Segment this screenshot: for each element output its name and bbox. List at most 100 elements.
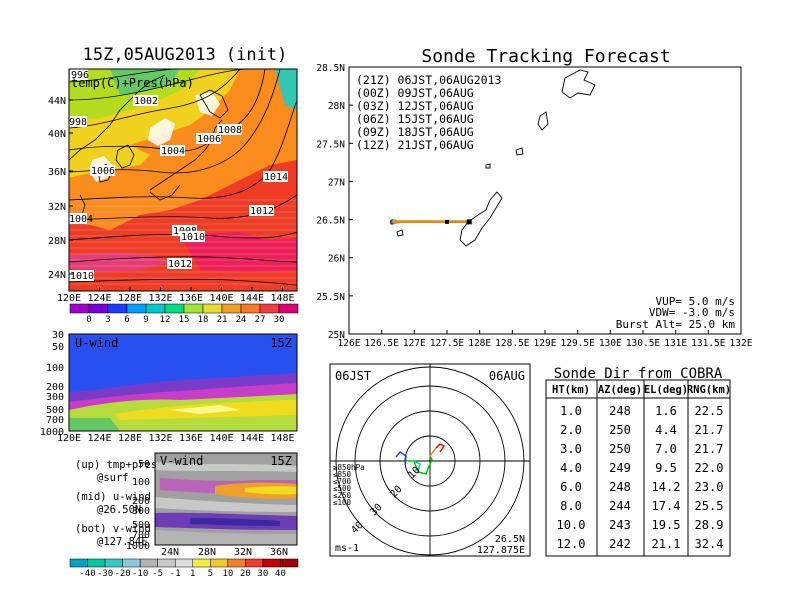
colorbar-swatch [107, 303, 128, 314]
isobar-label: 1008 [218, 125, 242, 136]
track-x-tick-label: 127.5E [430, 338, 465, 349]
track-x-tick-label: 126.5E [365, 338, 400, 349]
colorbar-swatch [259, 303, 280, 314]
lon-tick-label: 128E [118, 433, 142, 444]
pressure-tick-label: 100 [46, 363, 64, 374]
hodograph [395, 443, 446, 475]
lon-tick-label: 120E [57, 293, 81, 304]
table-cell: 9.5 [655, 461, 677, 475]
lon-tick-label: 136E [179, 433, 203, 444]
colorbar-swatch [245, 558, 264, 568]
colorbar-label: -40 [79, 569, 95, 579]
colorbar-label: -30 [97, 569, 113, 579]
track-param: VUP= 5.0 m/s [656, 295, 735, 308]
colorbar-label: -10 [132, 569, 148, 579]
table-cell: 23.0 [695, 480, 724, 494]
launch-site-marker [466, 219, 472, 225]
track-x-tick-label: 127E [403, 338, 426, 349]
colorbar-label: 21 [217, 315, 228, 325]
sonde-table: HT(km) AZ(deg) EL(deg)RNG(km) 1.0 248 1.6 22.… [545, 379, 731, 557]
track-x-tick-label: 132E [730, 338, 753, 349]
colorbar-swatch [88, 303, 109, 314]
table-cell: 21.1 [652, 537, 681, 551]
table-cell: 248 [609, 480, 631, 494]
isobar-label: 996 [71, 70, 89, 81]
colorbar-label: 24 [236, 315, 247, 325]
colorbar-label: 40 [275, 569, 286, 579]
track-legend-item: (06Z) 15JST,06AUG [356, 112, 474, 126]
uwind-panel: U-wind 15Z [68, 333, 298, 432]
table-cell: 8.0 [560, 499, 582, 513]
table-cell: 3.0 [560, 442, 582, 456]
table-cell: 2.0 [560, 423, 582, 437]
uwind-lon-ticks: 120E 124E 128E 132E 136E 140E 144E 148E [57, 433, 295, 444]
track-legend-item: (03Z) 12JST,06AUG [356, 99, 474, 113]
track-legend-item: (00Z) 09JST,06AUG [356, 86, 474, 100]
table-cell: 248 [609, 404, 631, 418]
track-x-tick-label: 128E [468, 338, 491, 349]
colorbar-label: 30 [258, 569, 269, 579]
track-x-tick-label: 128.5E [495, 338, 530, 349]
isobar-label: 1006 [197, 134, 221, 145]
colorbar-label: 0 [86, 315, 91, 325]
pressure-tick-label: 50 [52, 342, 64, 353]
colorbar-swatch [122, 558, 141, 568]
lat-tick-label: 32N [234, 547, 252, 558]
lon-tick-label: 120E [57, 433, 81, 444]
colorbar-swatch [69, 558, 88, 568]
left-map-panel: 996 998 1002 1004 1006 1006 1008 1014 10… [68, 68, 298, 292]
colorbar-label: 27 [255, 315, 266, 325]
polar-legend: ≥850hPa ≤850 ≤700 ≤500 ≤250 ≤100 [333, 463, 365, 507]
lat-tick-label: 40N [48, 129, 66, 140]
track-series [389, 218, 472, 225]
table-header-cell: EL(deg) [644, 384, 688, 396]
colorbar-swatch [157, 558, 176, 568]
polar-legend-item: ≤700 [333, 477, 352, 486]
vwind-lat-ticks: 24N 28N 32N 36N [161, 547, 288, 558]
polar-legend-item: ≥850hPa [333, 463, 365, 472]
pressure-tick-label: 500 [46, 405, 64, 416]
polar-units: ms-1 [335, 543, 359, 554]
lon-tick-label: 144E [240, 433, 264, 444]
colorbar-label: 5 [208, 569, 213, 579]
table-cell: 12.0 [557, 537, 586, 551]
pressure-tick-label: 300 [132, 506, 150, 517]
polar-legend-item: ≤850 [333, 470, 352, 479]
table-cell: 6.0 [560, 480, 582, 494]
legend-line: @surf [97, 472, 129, 484]
track-x-ticks: 126E 126.5E 127E 127.5E 128E 128.5E 129E 129.5E… [338, 330, 753, 349]
table-cell: 17.4 [652, 499, 681, 513]
colorbar-swatch [278, 303, 299, 314]
track-y-ticks: 25N 25.5N 26N 26.5N 27N 27.5N 28N 28.5N [316, 63, 353, 341]
table-cell: 4.0 [560, 461, 582, 475]
table-cell: 7.0 [655, 442, 677, 456]
track-mid-marker [445, 219, 449, 224]
lon-tick-label: 140E [209, 293, 233, 304]
temperature-colorbar: 0 3 6 9 12 15 18 21 24 27 30 [69, 303, 299, 325]
colorbar-swatch [174, 558, 194, 568]
track-param: VDW= -3.0 m/s [649, 306, 735, 319]
lon-tick-label: 132E [148, 433, 172, 444]
track-params: VUP= 5.0 m/s VDW= -3.0 m/s Burst Alt= 25… [616, 295, 736, 331]
lon-tick-label: 132E [148, 293, 172, 304]
pressure-tick-label: 700 [46, 415, 64, 426]
colorbar-swatch [227, 558, 246, 568]
colorbar-swatch [183, 303, 204, 314]
pressure-tick-label: 1000 [40, 427, 64, 438]
isobar-label: 1006 [91, 166, 115, 177]
colorbar-label: 9 [143, 315, 148, 325]
track-y-tick-label: 28.5N [316, 63, 345, 74]
island-outlines [396, 69, 596, 247]
table-cell: 25.5 [695, 499, 724, 513]
track-y-tick-label: 27N [328, 177, 345, 188]
lon-tick-label: 128E [118, 293, 142, 304]
polar-location-lon: 127.875E [477, 545, 525, 556]
track-x-tick-label: 131.5E [691, 338, 726, 349]
pressure-tick-label: 200 [132, 496, 150, 507]
uwind-time: 15Z [270, 336, 292, 350]
colorbar-swatch [280, 558, 299, 568]
polar-legend-item: ≤500 [333, 484, 352, 493]
track-legend-item: (09Z) 18JST,06AUG [356, 125, 474, 139]
track-x-tick-label: 126E [338, 338, 361, 349]
